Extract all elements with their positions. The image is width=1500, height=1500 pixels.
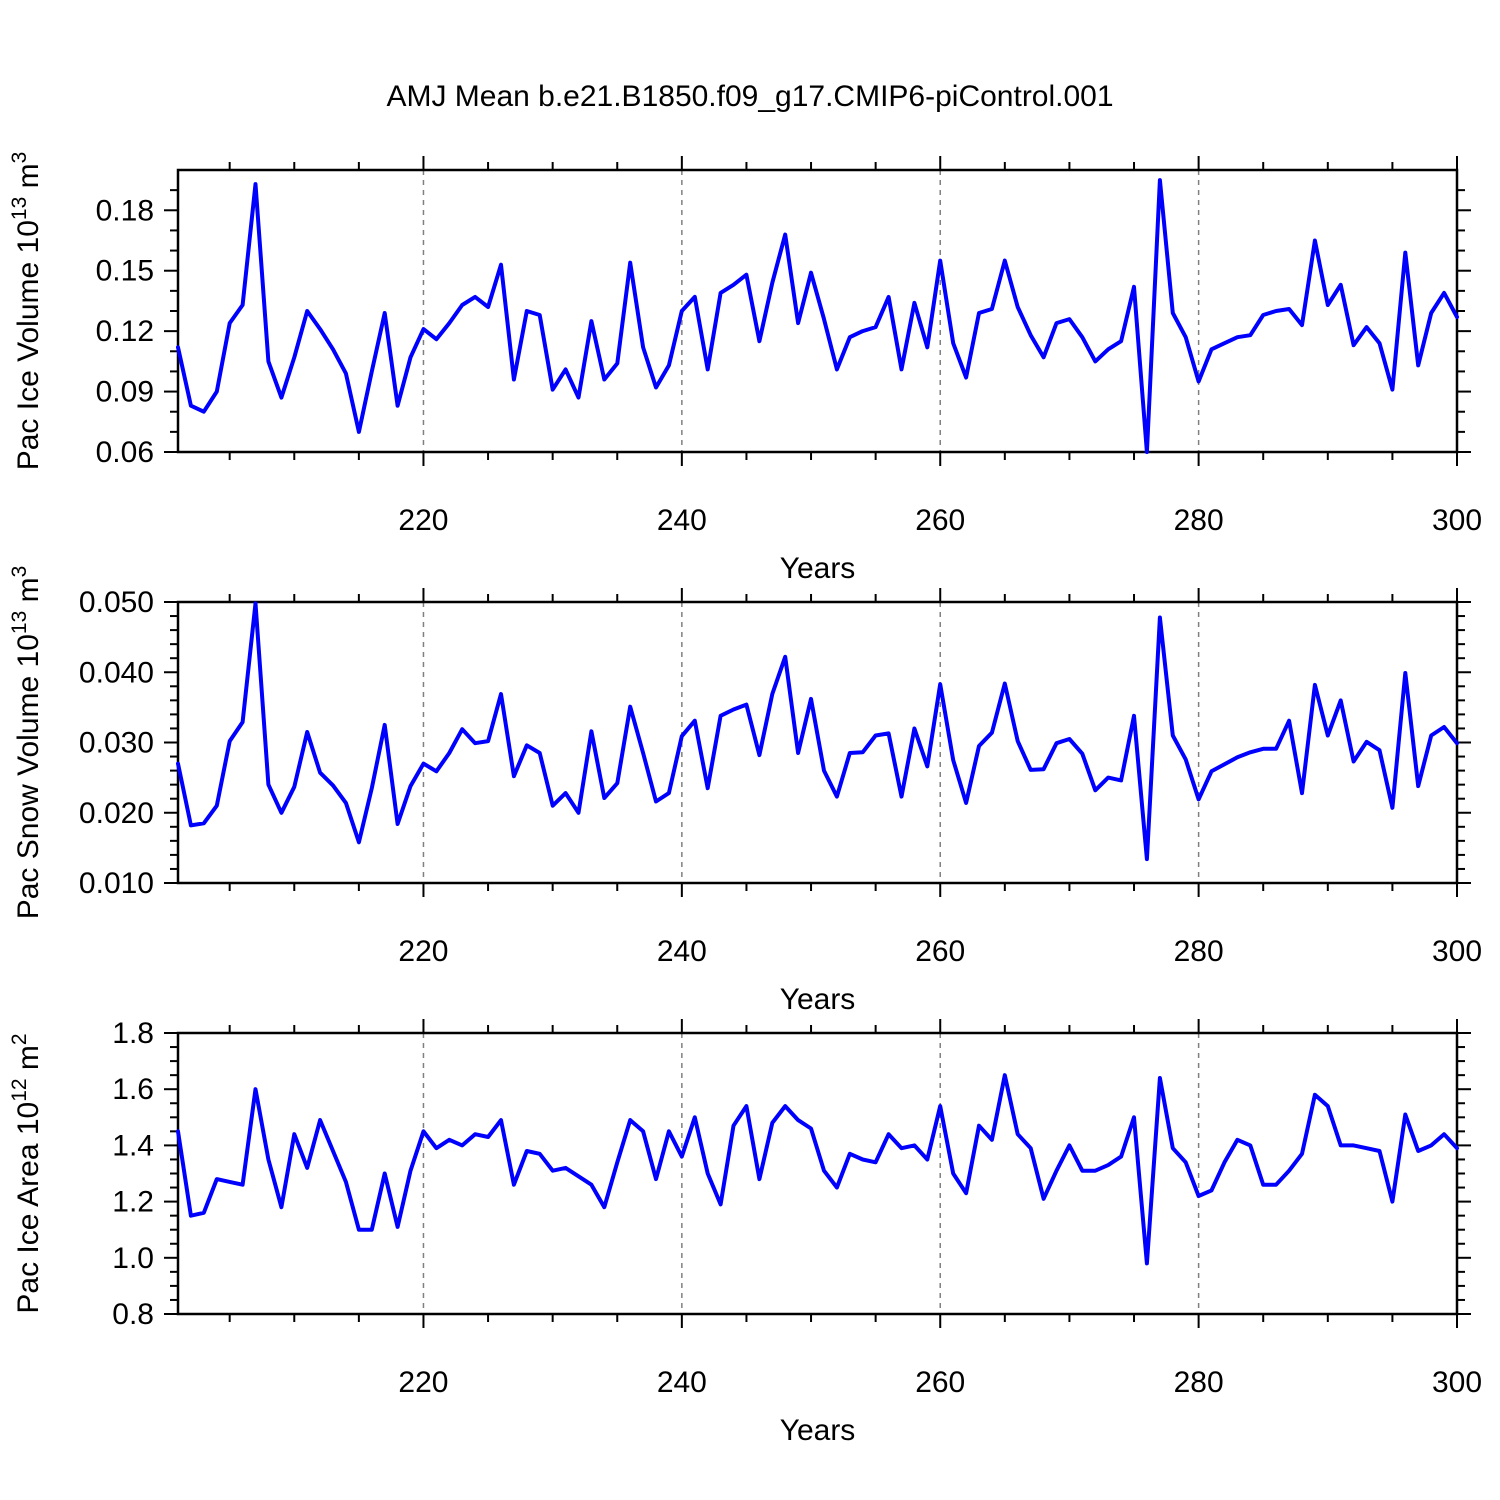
y-tick-label: 0.18 — [96, 194, 154, 227]
x-tick-label: 220 — [398, 1366, 448, 1399]
plot-frame — [176, 1031, 1459, 1316]
y-axis-title: Pac Ice Area 1012 m2 — [8, 1033, 45, 1313]
x-tick-label: 240 — [657, 504, 707, 537]
y-axis-title: Pac Ice Volume 1013 m3 — [8, 152, 45, 471]
y-tick-label: 0.020 — [79, 797, 154, 830]
x-tick-label: 300 — [1432, 935, 1482, 968]
y-tick-label: 1.2 — [112, 1186, 154, 1219]
y-tick-label: 0.040 — [79, 656, 154, 689]
x-tick-label: 260 — [915, 1366, 965, 1399]
x-tick-label: 260 — [915, 935, 965, 968]
x-tick-label: 300 — [1432, 1366, 1482, 1399]
x-tick-label: 240 — [657, 1366, 707, 1399]
panel-pac-ice-area: 220 240 260 280 300 0.8 1.0 1.2 1.4 1.6 1.8 Years Pa… — [8, 1017, 1482, 1447]
y-tick-label: 0.010 — [79, 867, 154, 900]
main-title: AMJ Mean b.e21.B1850.f09_g17.CMIP6-piCon… — [386, 80, 1114, 113]
y-tick-label: 1.8 — [112, 1017, 154, 1050]
y-tick-label: 1.4 — [112, 1129, 154, 1162]
y-tick-label: 0.09 — [96, 376, 154, 409]
panel-pac-ice-volume: 220 240 260 280 300 0.06 0.09 0.12 0.15 0.18 Years… — [8, 152, 1482, 585]
x-axis-title: Years — [780, 983, 856, 1016]
plot-frame — [176, 168, 1459, 454]
y-tick-label: 0.8 — [112, 1298, 154, 1331]
y-tick-label: 1.6 — [112, 1073, 154, 1106]
y-tick-label: 0.030 — [79, 727, 154, 760]
x-tick-label: 280 — [1174, 935, 1224, 968]
y-tick-label: 1.0 — [112, 1242, 154, 1275]
y-tick-label: 0.050 — [79, 586, 154, 619]
y-tick-label: 0.12 — [96, 315, 154, 348]
x-tick-label: 280 — [1174, 504, 1224, 537]
x-axis-title: Years — [780, 1414, 856, 1447]
data-line-pac-snow-volume — [176, 601, 1459, 862]
panel-pac-snow-volume: 220 240 260 280 300 0.010 0.020 0.030 0.040 0.050… — [8, 566, 1482, 1016]
x-tick-label: 300 — [1432, 504, 1482, 537]
x-tick-label: 280 — [1174, 1366, 1224, 1399]
x-tick-label: 220 — [398, 504, 448, 537]
x-tick-label: 260 — [915, 504, 965, 537]
data-line-pac-ice-area — [176, 1073, 1459, 1266]
x-axis-title: Years — [780, 552, 856, 585]
x-tick-label: 240 — [657, 935, 707, 968]
x-tick-label: 220 — [398, 935, 448, 968]
y-tick-label: 0.15 — [96, 255, 154, 288]
y-tick-label: 0.06 — [96, 436, 154, 469]
data-line-pac-ice-volume — [176, 178, 1459, 454]
y-axis-title: Pac Snow Volume 1013 m3 — [8, 566, 45, 920]
